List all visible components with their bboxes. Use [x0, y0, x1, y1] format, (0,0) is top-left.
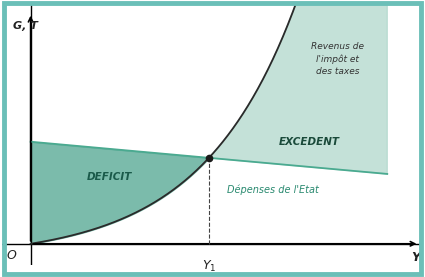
Text: G, T: G, T: [13, 21, 38, 31]
Text: DEFICIT: DEFICIT: [86, 172, 132, 182]
Text: Revenus de
l'impôt et
des taxes: Revenus de l'impôt et des taxes: [311, 42, 364, 76]
Text: Dépenses de l'Etat: Dépenses de l'Etat: [227, 185, 319, 195]
Text: $Y_1$: $Y_1$: [202, 258, 216, 274]
Text: O: O: [6, 249, 16, 262]
Text: Y: Y: [411, 251, 420, 264]
Text: EXCEDENT: EXCEDENT: [278, 137, 339, 147]
